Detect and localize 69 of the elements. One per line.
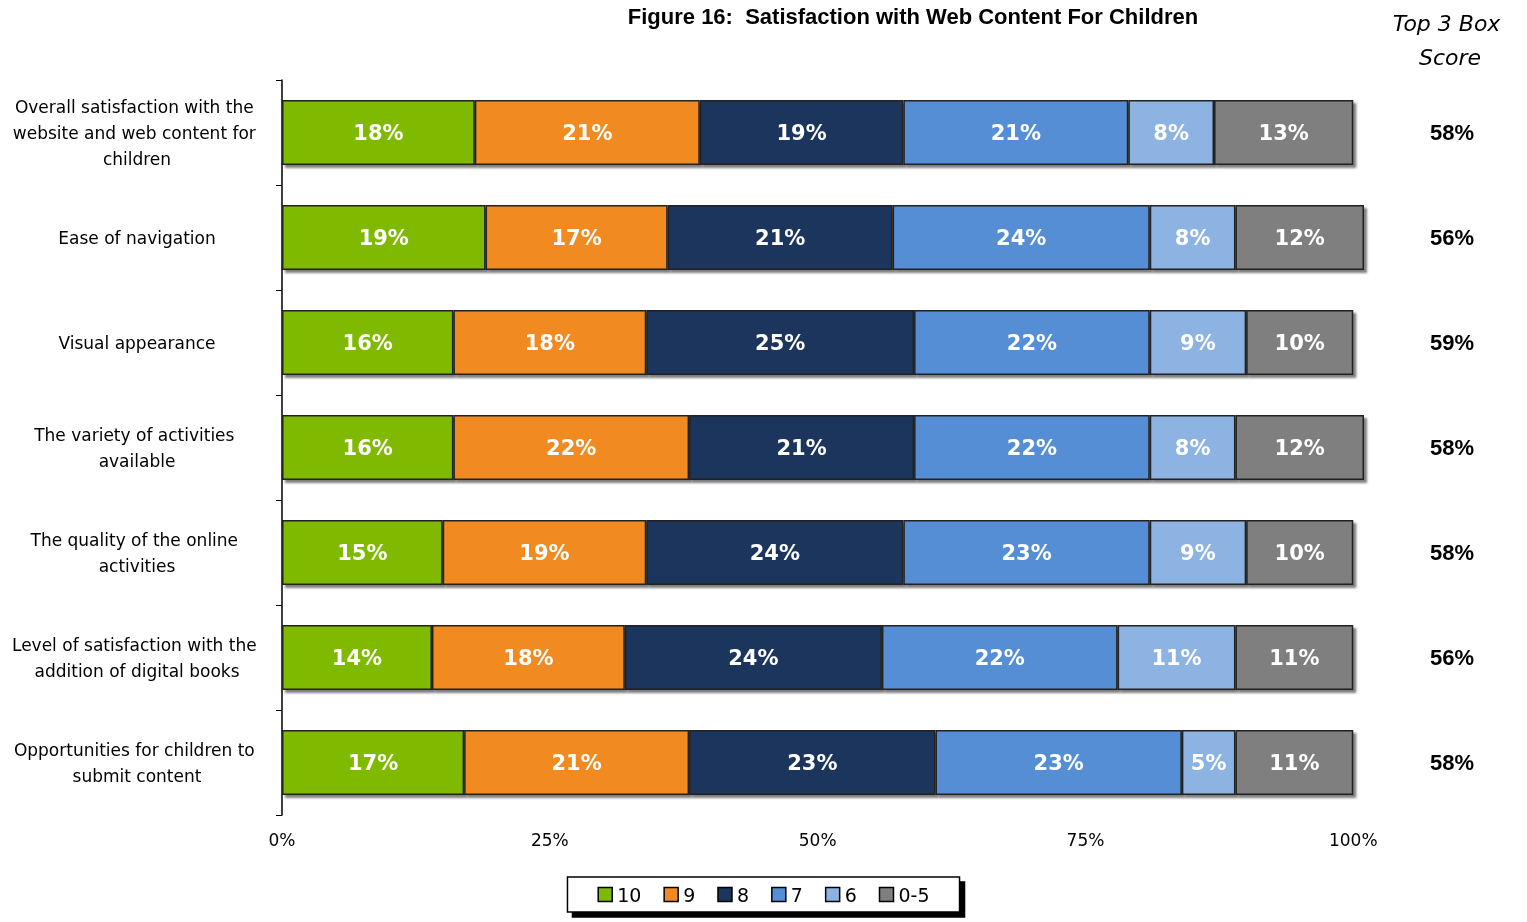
data-label: 22% [546, 435, 597, 460]
data-label: 9% [1180, 540, 1216, 565]
x-tick-label: 25% [530, 829, 569, 850]
data-label: 17% [347, 750, 399, 775]
data-label: 25% [755, 330, 806, 355]
data-label: 9% [1180, 330, 1216, 355]
data-label: 19% [519, 540, 570, 565]
legend-label: 9 [683, 883, 696, 906]
legend-label: 8 [736, 883, 750, 906]
data-label: 23% [1033, 750, 1084, 775]
x-tick-label: 100% [1328, 829, 1378, 850]
x-tick-label: 75% [1066, 829, 1105, 850]
data-label: 13% [1258, 120, 1309, 145]
y-tick-label: Overall satisfaction with the website and web content for children [12, 96, 262, 169]
data-label: 19% [358, 225, 409, 250]
data-label: 21% [551, 750, 602, 775]
data-label: 11% [1269, 645, 1320, 670]
chart-title: Figure 16: Satisfaction with Web Content For Children [627, 3, 1199, 29]
x-tick-label: 50% [798, 829, 837, 850]
data-label: 18% [503, 645, 554, 670]
data-label: 21% [755, 225, 806, 250]
y-tick-label: Visual appearance [58, 332, 216, 353]
data-label: 22% [1006, 330, 1058, 355]
legend-label: 10 [617, 883, 642, 906]
data-label: 5% [1190, 750, 1227, 775]
data-label: 24% [996, 225, 1047, 250]
data-label: 10% [1274, 540, 1325, 565]
data-label: 15% [337, 540, 388, 565]
data-label: 23% [1001, 540, 1052, 565]
x-tick-label: 0% [268, 829, 296, 850]
data-label: 12% [1274, 435, 1325, 460]
text: 59% [1429, 330, 1475, 355]
text: Top 3 Box Score [1392, 10, 1508, 70]
text: 56% [1429, 225, 1475, 250]
data-label: 14% [331, 645, 383, 670]
y-tick-label: Ease of navigation [58, 227, 216, 248]
data-label: 23% [787, 750, 838, 775]
legend-label: 7 [790, 883, 803, 906]
y-tick-label: The variety of activities available [33, 424, 240, 471]
data-label: 21% [990, 120, 1041, 145]
data-label: 17% [551, 225, 602, 250]
data-label: 22% [1006, 435, 1058, 460]
data-label: 8% [1153, 120, 1189, 145]
legend-label: 0-5 [898, 883, 930, 906]
data-label: 10% [1274, 330, 1325, 355]
text: 58% [1429, 120, 1475, 145]
data-label: 24% [728, 645, 779, 670]
data-label: 11% [1151, 645, 1202, 670]
data-label: 22% [974, 645, 1025, 670]
data-label: 12% [1274, 225, 1325, 250]
data-label: 24% [749, 540, 800, 565]
y-tick-label: Opportunities for children to submit content [13, 739, 261, 786]
data-label: 18% [353, 120, 404, 145]
text: 56% [1429, 645, 1475, 670]
legend-label: 6 [844, 883, 857, 906]
data-label: 8% [1174, 435, 1211, 460]
data-label: 16% [342, 330, 393, 355]
text: 58% [1429, 435, 1475, 460]
text: 58% [1429, 540, 1475, 565]
data-label: 16% [342, 435, 393, 460]
data-label: 21% [562, 120, 613, 145]
data-label: 21% [776, 435, 827, 460]
data-label: 19% [776, 120, 827, 145]
text: 58% [1429, 750, 1475, 775]
y-tick-label: Level of satisfaction with the addition of digital books [11, 634, 263, 681]
data-label: 11% [1269, 750, 1320, 775]
data-label: 18% [524, 330, 575, 355]
y-tick-label: The quality of the online activities [29, 529, 244, 576]
data-label: 8% [1174, 225, 1211, 250]
